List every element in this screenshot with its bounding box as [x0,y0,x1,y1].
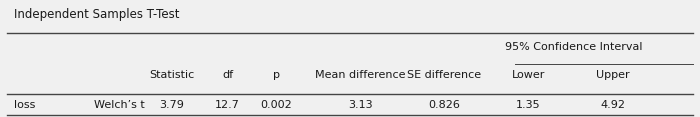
Text: 0.002: 0.002 [260,100,293,110]
Text: 3.13: 3.13 [348,100,373,110]
Text: 1.35: 1.35 [516,100,541,110]
Text: 0.826: 0.826 [428,100,461,110]
Text: Lower: Lower [512,70,545,80]
Text: 95% Confidence Interval: 95% Confidence Interval [505,42,643,52]
Text: df: df [222,70,233,80]
Text: 4.92: 4.92 [600,100,625,110]
Text: Independent Samples T-Test: Independent Samples T-Test [14,7,179,21]
Text: Upper: Upper [596,70,629,80]
Text: 3.79: 3.79 [159,100,184,110]
Text: 12.7: 12.7 [215,100,240,110]
Text: Mean difference: Mean difference [315,70,406,80]
Text: Welch’s t: Welch’s t [94,100,146,110]
Text: loss: loss [14,100,36,110]
Text: Statistic: Statistic [149,70,194,80]
Text: p: p [273,70,280,80]
Text: SE difference: SE difference [407,70,482,80]
